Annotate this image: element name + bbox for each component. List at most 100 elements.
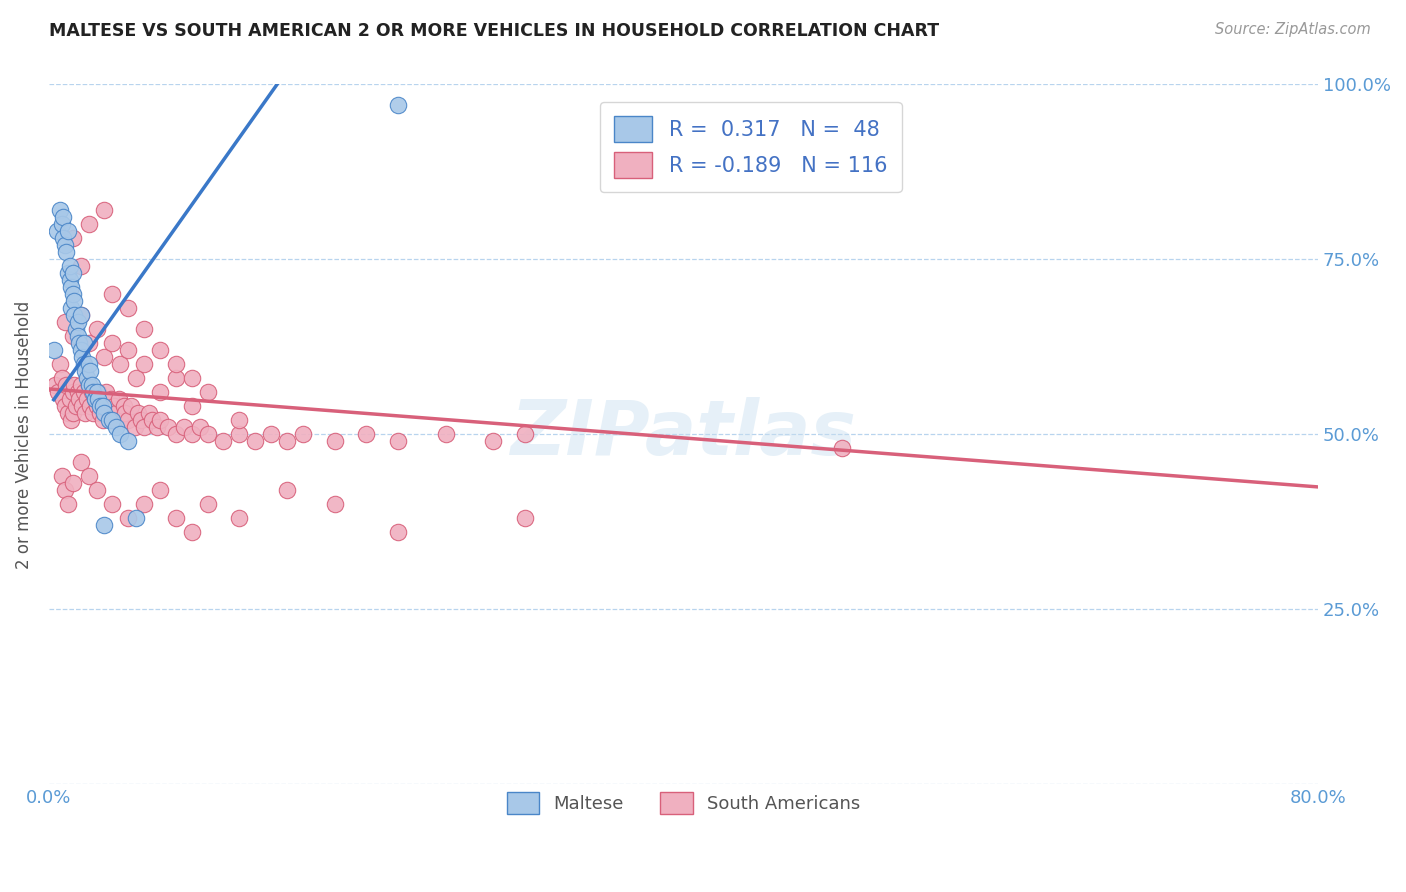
Point (52, 211, 75, 225)
Point (89, 400, 111, 414)
Point (62, 267, 84, 281)
Point (86, 483, 108, 498)
Point (60, 301, 83, 316)
Point (134, 358, 156, 372)
Point (134, 322, 156, 336)
Point (112, 400, 135, 414)
Point (93, 351, 115, 365)
Point (86, 385, 108, 400)
Point (53, 238, 76, 252)
Point (72, 400, 94, 414)
Point (107, 392, 129, 407)
Point (77, 378, 100, 392)
Point (228, 511, 250, 525)
Point (110, 413, 132, 427)
Point (124, 420, 146, 434)
Point (77, 378, 100, 392)
Point (117, 413, 139, 427)
Point (49, 358, 72, 372)
Point (44, 378, 66, 392)
Point (69, 378, 91, 392)
Point (125, 511, 148, 525)
Point (45, 224, 67, 238)
Point (55, 378, 77, 392)
Point (260, 427, 283, 442)
Point (93, 518, 115, 533)
Point (63, 294, 86, 309)
Point (76, 392, 98, 407)
Point (98, 406, 121, 420)
Point (180, 427, 202, 442)
Point (51, 469, 73, 483)
Point (141, 413, 163, 427)
Point (101, 498, 124, 512)
Point (197, 385, 219, 400)
Point (58, 392, 80, 407)
Point (56, 406, 79, 420)
Point (77, 358, 100, 372)
Point (49, 203, 72, 218)
Point (180, 400, 202, 414)
Point (66, 329, 89, 343)
Point (91, 400, 114, 414)
Point (101, 413, 124, 427)
Point (42, 343, 65, 358)
Point (276, 434, 298, 449)
Point (62, 287, 84, 301)
Point (82, 406, 104, 420)
Point (156, 420, 179, 434)
Point (77, 469, 100, 483)
Point (103, 400, 125, 414)
Point (434, 427, 457, 442)
Point (90, 392, 112, 407)
Point (58, 273, 80, 287)
Point (180, 371, 202, 385)
Point (291, 427, 314, 442)
Point (114, 406, 136, 420)
Point (387, 434, 409, 449)
Point (66, 315, 89, 329)
Point (55, 245, 77, 260)
Point (80, 385, 103, 400)
Point (165, 371, 187, 385)
Point (84, 392, 107, 407)
Point (67, 392, 90, 407)
Point (146, 420, 169, 434)
Point (276, 483, 298, 498)
Point (149, 385, 172, 400)
Point (165, 511, 187, 525)
Point (86, 400, 108, 414)
Point (165, 358, 187, 372)
Point (69, 309, 91, 323)
Point (77, 336, 100, 351)
Point (56, 267, 79, 281)
Point (69, 455, 91, 469)
Legend: Maltese, South Americans: Maltese, South Americans (496, 780, 872, 824)
Point (197, 498, 219, 512)
Point (56, 224, 79, 238)
Point (73, 358, 96, 372)
Point (63, 309, 86, 323)
Text: Source: ZipAtlas.com: Source: ZipAtlas.com (1215, 22, 1371, 37)
Point (117, 434, 139, 449)
Point (138, 406, 160, 420)
Point (149, 483, 172, 498)
Point (98, 413, 121, 427)
Point (51, 371, 73, 385)
Point (228, 413, 250, 427)
Point (127, 406, 149, 420)
Point (197, 427, 219, 442)
Point (149, 343, 172, 358)
Point (52, 231, 75, 245)
Text: MALTESE VS SOUTH AMERICAN 2 OR MORE VEHICLES IN HOUSEHOLD CORRELATION CHART: MALTESE VS SOUTH AMERICAN 2 OR MORE VEHI… (49, 22, 939, 40)
Point (101, 413, 124, 427)
Point (53, 315, 76, 329)
Point (134, 498, 156, 512)
Point (62, 385, 84, 400)
Point (134, 420, 156, 434)
Point (117, 511, 139, 525)
Point (72, 351, 94, 365)
Point (831, 442, 853, 456)
Point (125, 371, 148, 385)
Point (149, 413, 172, 427)
